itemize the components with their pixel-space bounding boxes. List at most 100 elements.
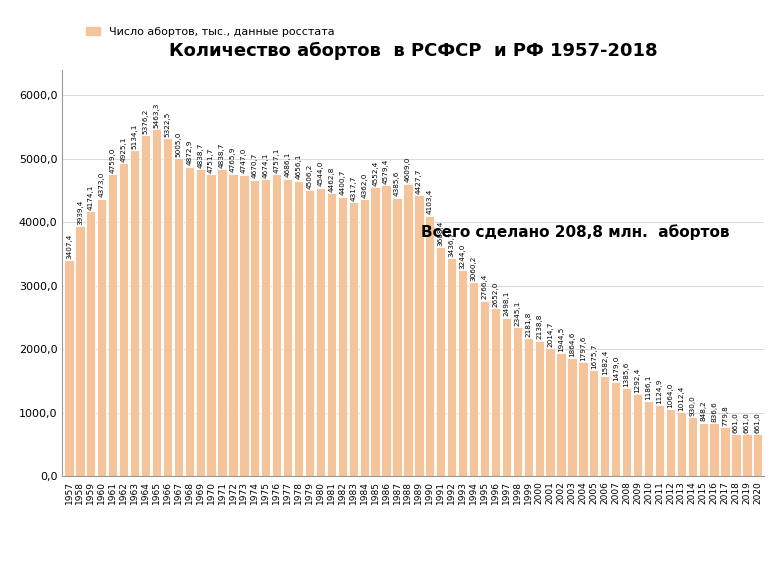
Bar — [349, 202, 358, 476]
Text: 836,6: 836,6 — [711, 401, 717, 422]
Text: 1186,1: 1186,1 — [646, 374, 651, 400]
Text: 4427,7: 4427,7 — [416, 168, 422, 194]
Bar — [458, 270, 467, 476]
Bar — [578, 362, 587, 476]
Text: 2766,4: 2766,4 — [481, 274, 488, 299]
Text: 4462,8: 4462,8 — [328, 166, 335, 192]
Bar — [622, 388, 631, 476]
Bar — [196, 169, 205, 476]
Text: 2652,0: 2652,0 — [492, 281, 498, 307]
Bar — [185, 167, 194, 476]
Text: 2498,1: 2498,1 — [503, 291, 509, 317]
Text: 661,0: 661,0 — [733, 413, 739, 433]
Bar — [491, 308, 500, 476]
Bar — [611, 382, 620, 476]
Text: 4317,7: 4317,7 — [350, 175, 356, 201]
Bar — [327, 193, 336, 476]
Bar — [436, 247, 445, 476]
Text: 5134,1: 5134,1 — [132, 124, 137, 149]
Text: 1292,4: 1292,4 — [635, 368, 640, 393]
Bar — [98, 199, 106, 476]
Bar — [523, 338, 533, 476]
Text: 1797,6: 1797,6 — [580, 336, 586, 361]
Text: 4872,9: 4872,9 — [186, 140, 192, 166]
Text: 1479,0: 1479,0 — [612, 356, 619, 381]
Bar — [556, 353, 566, 476]
Bar — [644, 401, 653, 476]
Bar — [403, 184, 413, 476]
Legend: Число абортов, тыс., данные росстата: Число абортов, тыс., данные росстата — [82, 23, 339, 41]
Text: 4674,1: 4674,1 — [263, 153, 269, 178]
Bar — [665, 409, 675, 476]
Bar — [721, 427, 729, 476]
Text: 4656,1: 4656,1 — [296, 154, 302, 180]
Text: 4506,2: 4506,2 — [307, 163, 313, 189]
Bar — [174, 159, 183, 476]
Text: 4544,0: 4544,0 — [317, 161, 324, 187]
Bar — [425, 216, 434, 476]
Text: 5322,5: 5322,5 — [165, 112, 170, 137]
Text: 3060,2: 3060,2 — [470, 255, 477, 281]
Text: 4751,7: 4751,7 — [208, 148, 215, 173]
Text: 3608,4: 3608,4 — [438, 220, 444, 246]
Bar — [699, 422, 707, 476]
Bar — [567, 358, 576, 476]
Bar — [108, 174, 117, 476]
Bar — [360, 199, 369, 476]
Text: 4385,6: 4385,6 — [394, 171, 400, 196]
Text: 4759,0: 4759,0 — [110, 148, 115, 173]
Text: 4400,7: 4400,7 — [339, 170, 346, 195]
Bar — [502, 318, 511, 476]
Text: 2014,7: 2014,7 — [547, 322, 553, 347]
Bar — [207, 174, 216, 476]
Bar — [654, 405, 664, 476]
Text: 4579,4: 4579,4 — [383, 159, 389, 184]
Text: 4686,1: 4686,1 — [285, 152, 291, 177]
Text: 1582,4: 1582,4 — [601, 349, 608, 375]
Text: 4757,1: 4757,1 — [274, 148, 280, 173]
Bar — [688, 417, 697, 476]
Text: 4373,0: 4373,0 — [99, 172, 105, 198]
Bar — [469, 282, 478, 476]
Text: Всего сделано 208,8 млн.  абортов: Всего сделано 208,8 млн. абортов — [420, 224, 729, 241]
Text: 3939,4: 3939,4 — [77, 199, 83, 225]
Bar — [743, 435, 752, 476]
Text: 661,0: 661,0 — [744, 413, 750, 433]
Bar — [710, 423, 718, 476]
Text: 1124,9: 1124,9 — [657, 378, 662, 404]
Text: 4552,4: 4552,4 — [372, 160, 378, 186]
Text: 5005,0: 5005,0 — [176, 132, 181, 157]
Text: 661,0: 661,0 — [755, 413, 760, 433]
Text: 5376,2: 5376,2 — [143, 108, 148, 134]
Text: 4670,7: 4670,7 — [252, 153, 258, 178]
Bar — [381, 185, 391, 476]
Bar — [218, 169, 227, 476]
Text: 2138,8: 2138,8 — [536, 314, 542, 339]
Bar — [447, 258, 456, 476]
Bar — [589, 370, 598, 476]
Title: Количество абортов  в РСФСР  и РФ 1957-2018: Количество абортов в РСФСР и РФ 1957-201… — [169, 42, 658, 60]
Bar — [480, 300, 489, 476]
Bar — [64, 260, 73, 476]
Bar — [370, 187, 380, 476]
Bar — [130, 150, 139, 476]
Text: 3407,4: 3407,4 — [66, 233, 72, 259]
Bar — [414, 195, 424, 476]
Bar — [152, 129, 161, 476]
Text: 3244,0: 3244,0 — [459, 243, 466, 269]
Bar — [512, 328, 522, 476]
Text: 1385,6: 1385,6 — [624, 362, 629, 387]
Text: 2181,8: 2181,8 — [525, 311, 531, 336]
Bar — [633, 394, 642, 476]
Bar — [753, 435, 763, 476]
Text: 4765,9: 4765,9 — [230, 147, 236, 173]
Bar — [141, 135, 150, 476]
Bar — [229, 174, 238, 476]
Bar — [75, 226, 84, 476]
Text: 3436,7: 3436,7 — [448, 231, 455, 257]
Bar — [305, 190, 314, 476]
Text: 4609,0: 4609,0 — [405, 157, 411, 182]
Bar — [86, 211, 95, 476]
Bar — [250, 180, 260, 476]
Bar — [272, 174, 282, 476]
